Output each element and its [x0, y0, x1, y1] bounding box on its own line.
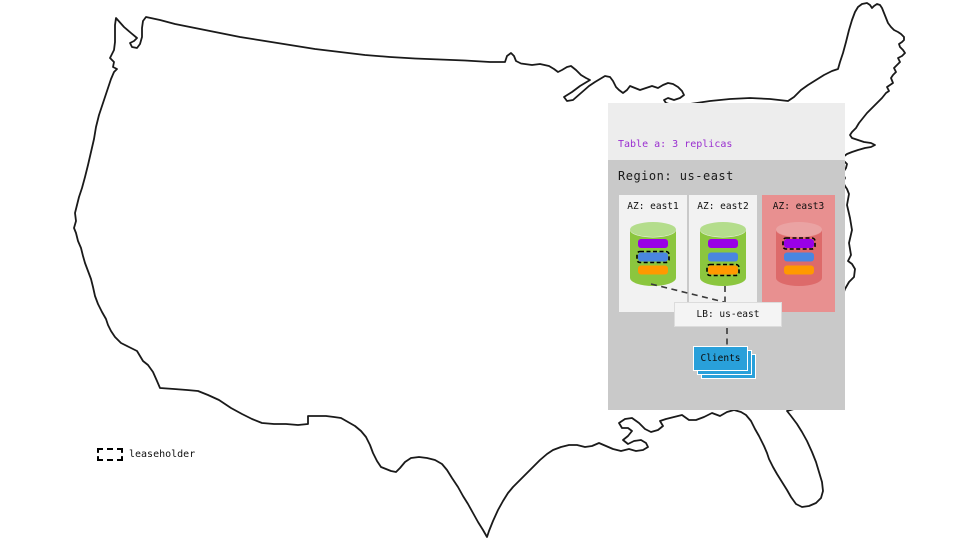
leaseholder-key: leaseholder	[97, 448, 195, 461]
load-balancer-box: LB: us-east	[674, 302, 782, 327]
replica-bar-table-b	[783, 265, 814, 275]
leaseholder-outline	[636, 250, 670, 264]
az-box-east2: AZ: east2	[689, 195, 757, 312]
replica-bar-table-a	[783, 239, 814, 248]
replica-bar-table-a	[638, 239, 668, 248]
replica-bar-table-b	[708, 265, 738, 275]
leaseholder-key-label: leaseholder	[129, 449, 196, 460]
load-balancer-label: LB: us-east	[696, 309, 760, 320]
az-box-east1: AZ: east1	[619, 195, 687, 312]
database-cylinder-east2	[700, 222, 746, 286]
leaseholder-swatch-icon	[97, 448, 123, 461]
clients-box: Clients	[693, 346, 748, 371]
database-cylinder-east1	[630, 222, 676, 286]
leaseholder-outline	[706, 263, 740, 277]
az-label-east3: AZ: east3	[772, 201, 825, 212]
replica-bar-table-a	[708, 239, 738, 248]
replica-bar-index-a	[783, 252, 814, 262]
replica-bar-table-b	[638, 265, 668, 275]
clients-label: Clients	[700, 353, 741, 364]
legend-item-table-a: Table a: 3 replicas	[618, 139, 733, 150]
replica-legend-panel: Table a: 3 replicas Index a: 3 replicas …	[608, 103, 845, 231]
replica-bar-index-a	[638, 252, 668, 262]
database-cylinder-east3	[775, 222, 822, 286]
replica-bar-index-a	[708, 252, 738, 262]
region-title: Region: us-east	[618, 169, 734, 183]
az-box-east3: AZ: east3	[762, 195, 835, 312]
leaseholder-outline	[781, 237, 816, 250]
az-label-east1: AZ: east1	[627, 201, 679, 212]
az-label-east2: AZ: east2	[697, 201, 749, 212]
clients-stack: Clients	[693, 346, 756, 379]
